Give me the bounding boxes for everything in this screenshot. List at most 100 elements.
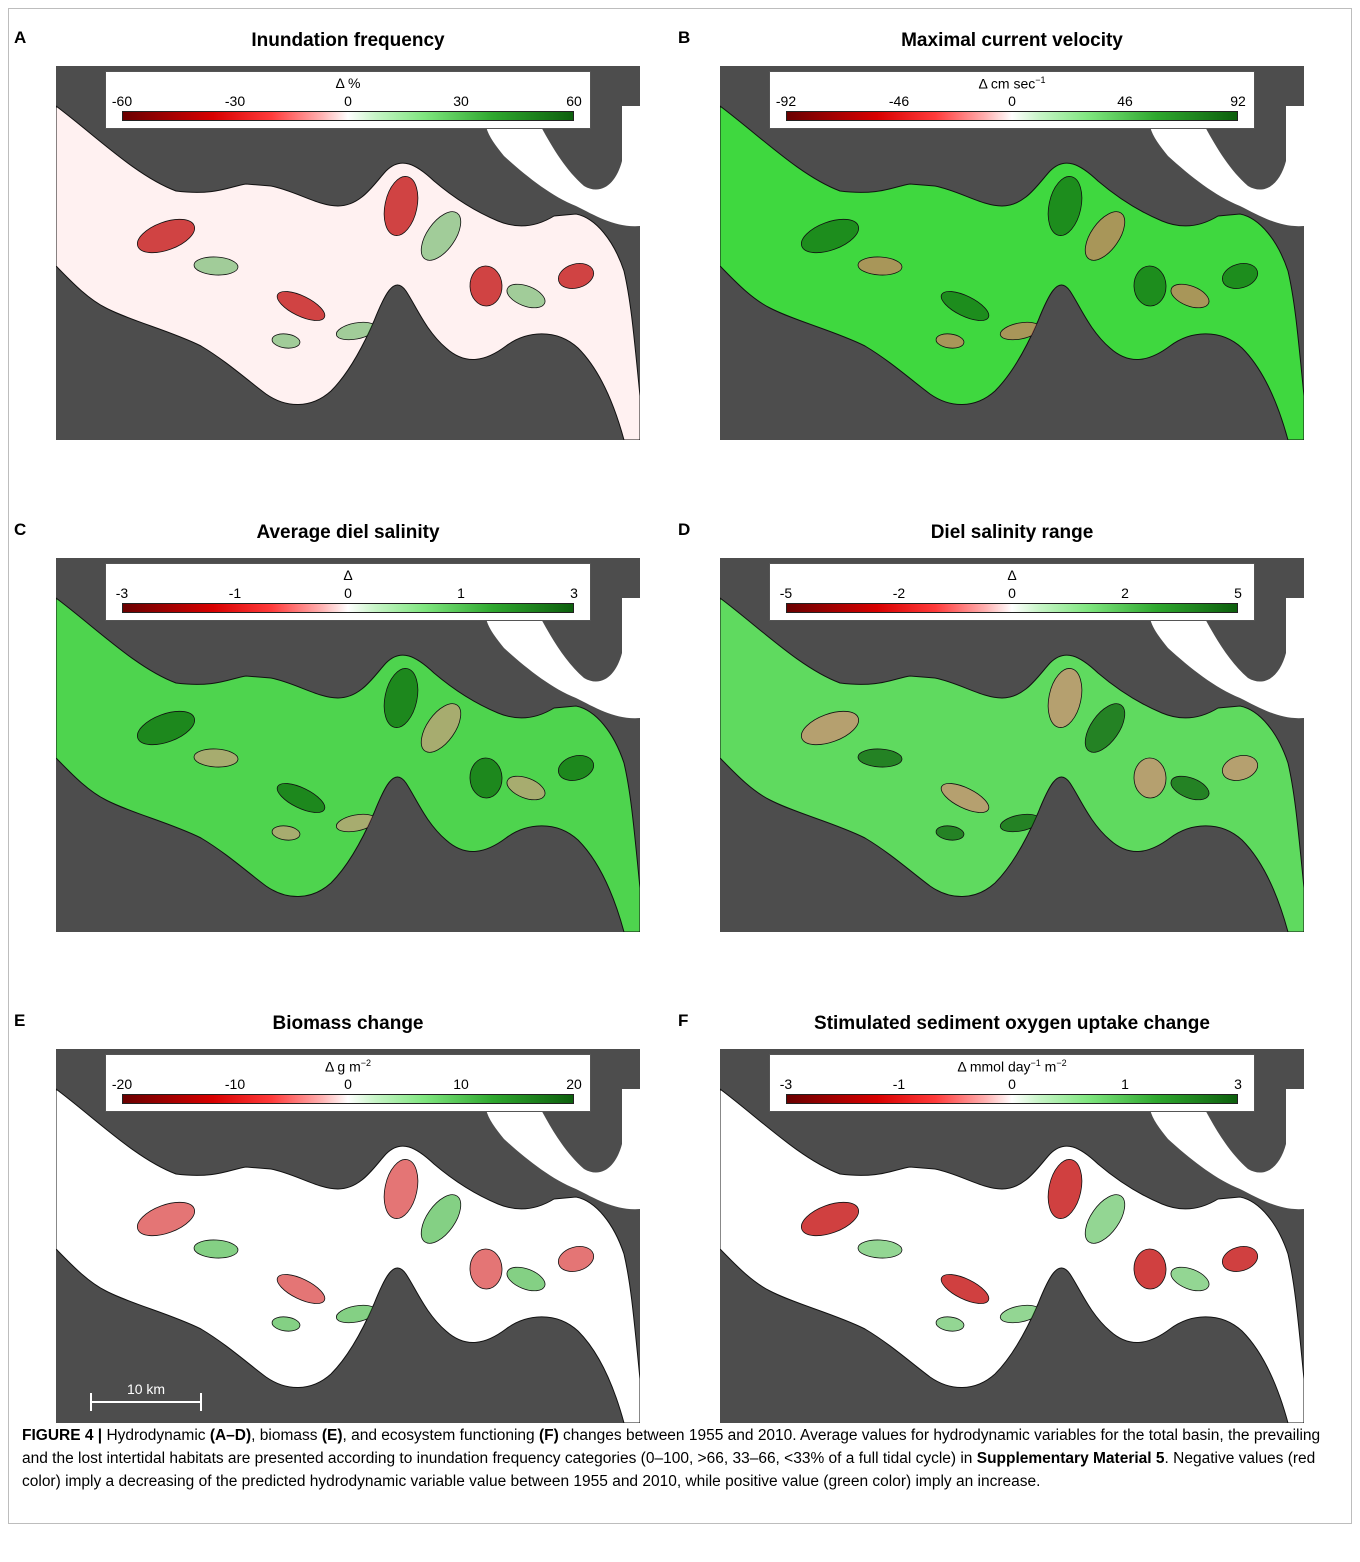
panel-letter: B: [678, 28, 691, 47]
legend-tick-label: -5: [779, 585, 793, 601]
intertidal-patch: [271, 333, 301, 349]
estuary-map-graphic: [720, 1049, 1304, 1423]
legend-tick-label: -10: [224, 1076, 246, 1092]
intertidal-patch: [469, 1248, 503, 1290]
panel-letter: D: [678, 520, 691, 539]
estuary-water: [56, 105, 640, 440]
intertidal-patch: [557, 263, 595, 289]
color-legend: Δ cm sec−1 -92 -46 0 46 92: [769, 71, 1255, 129]
color-legend: Δ -3 -1 0 1 3: [105, 563, 591, 621]
map-sediment-oxygen-uptake: Δ mmol day−1 m−2 -3 -1 0 1 3: [720, 1049, 1304, 1423]
legend-tick-label: -1: [892, 1076, 906, 1092]
panel-title: Stimulated sediment oxygen uptake change: [814, 1013, 1210, 1034]
intertidal-patch: [857, 748, 903, 768]
intertidal-patch: [1170, 283, 1210, 309]
legend-unit: Δ cm sec−1: [978, 75, 1046, 92]
blank-region: [1150, 1089, 1304, 1210]
estuary-water: [56, 1088, 640, 1423]
legend-tick-label: 0: [344, 585, 352, 601]
intertidal-patch: [1133, 757, 1167, 799]
color-legend: Δ % -60 -30 0 30 60: [105, 71, 591, 129]
panel-title: Diel salinity range: [930, 522, 1094, 543]
estuary-water: [720, 1088, 1304, 1423]
panel-letter: F: [678, 1011, 689, 1030]
intertidal-patch: [557, 1246, 595, 1272]
intertidal-patch: [271, 1316, 301, 1332]
intertidal-patch: [276, 291, 326, 321]
intertidal-patch: [940, 783, 990, 813]
map-inundation-frequency: Δ % -60 -30 0 30 60: [56, 66, 640, 440]
panel-title: Maximal current velocity: [901, 30, 1123, 51]
intertidal-patch: [1047, 1159, 1083, 1219]
legend-tick-label: 60: [566, 93, 582, 109]
legend-tick-label: 46: [1117, 93, 1133, 109]
intertidal-patch: [1084, 703, 1126, 753]
intertidal-patch: [557, 755, 595, 781]
intertidal-patch: [857, 1239, 903, 1259]
legend-tick-label: 0: [344, 93, 352, 109]
map-average-diel-salinity: Δ -3 -1 0 1 3: [56, 558, 640, 932]
panel-title: Biomass change: [272, 1013, 424, 1034]
map-diel-salinity-range: Δ -5 -2 0 2 5: [720, 558, 1304, 932]
legend-tick-label: -46: [888, 93, 910, 109]
blank-region: [486, 106, 640, 227]
legend-tick-label: 2: [1121, 585, 1129, 601]
map-biomass-change: 10 km Δ g m−2 -20 -10 0 10 20: [56, 1049, 640, 1423]
intertidal-patch: [469, 757, 503, 799]
intertidal-patch: [276, 1274, 326, 1304]
intertidal-patch: [276, 783, 326, 813]
intertidal-patch: [1047, 668, 1083, 728]
intertidal-patch: [1084, 211, 1126, 261]
legend-unit: Δ mmol day−1 m−2: [957, 1058, 1067, 1075]
legend-tick-label: -1: [228, 585, 242, 601]
intertidal-patch: [193, 748, 239, 768]
color-legend: Δ g m−2 -20 -10 0 10 20: [105, 1054, 591, 1112]
intertidal-patch: [801, 710, 859, 746]
intertidal-patch: [506, 283, 546, 309]
legend-tick-label: -20: [111, 1076, 133, 1092]
intertidal-patch: [506, 775, 546, 801]
legend-tick-label: 30: [453, 93, 469, 109]
legend-unit: Δ %: [335, 75, 361, 91]
intertidal-patch: [506, 1266, 546, 1292]
figure-frame: [8, 8, 1352, 1524]
legend-tick-label: 3: [570, 585, 578, 601]
intertidal-patch: [137, 1201, 195, 1237]
intertidal-patch: [1133, 1248, 1167, 1290]
legend-tick-label: -60: [111, 93, 133, 109]
legend-tick-label: -92: [775, 93, 797, 109]
legend-unit: Δ: [343, 567, 353, 583]
legend-color-ramp: [786, 1094, 1238, 1104]
intertidal-patch: [1047, 176, 1083, 236]
legend-tick-label: 1: [1121, 1076, 1129, 1092]
intertidal-patch: [1170, 775, 1210, 801]
legend-tick-label: 5: [1234, 585, 1242, 601]
blank-region: [486, 1089, 640, 1210]
intertidal-patch: [193, 256, 239, 276]
panel-letter: C: [14, 520, 27, 539]
map-maximal-current-velocity: Δ cm sec−1 -92 -46 0 46 92: [720, 66, 1304, 440]
legend-tick-label: 92: [1230, 93, 1246, 109]
legend-color-ramp: [122, 1094, 574, 1104]
estuary-water: [720, 105, 1304, 440]
intertidal-patch: [420, 211, 462, 261]
legend-color-ramp: [786, 111, 1238, 121]
legend-color-ramp: [122, 111, 574, 121]
blank-region: [486, 598, 640, 719]
panel-a: A Inundation frequency Δ % -60 -30 0 30 60: [10, 8, 640, 458]
color-legend: Δ -5 -2 0 2 5: [769, 563, 1255, 621]
estuary-water: [720, 597, 1304, 932]
blank-region: [1150, 106, 1304, 227]
panel-e: E Biomass change 10 km Δ g m−2 -20 -10 0 10 2…: [10, 991, 640, 1441]
intertidal-patch: [1221, 263, 1259, 289]
legend-tick-label: -3: [779, 1076, 793, 1092]
intertidal-patch: [801, 218, 859, 254]
panel-c: C Average diel salinity Δ -3 -1 0 1 3: [10, 500, 640, 950]
intertidal-patch: [935, 333, 965, 349]
legend-tick-label: -3: [115, 585, 129, 601]
intertidal-patch: [193, 1239, 239, 1259]
legend-color-ramp: [786, 603, 1238, 613]
legend-tick-label: 0: [1008, 1076, 1016, 1092]
intertidal-patch: [935, 1316, 965, 1332]
intertidal-patch: [383, 668, 419, 728]
